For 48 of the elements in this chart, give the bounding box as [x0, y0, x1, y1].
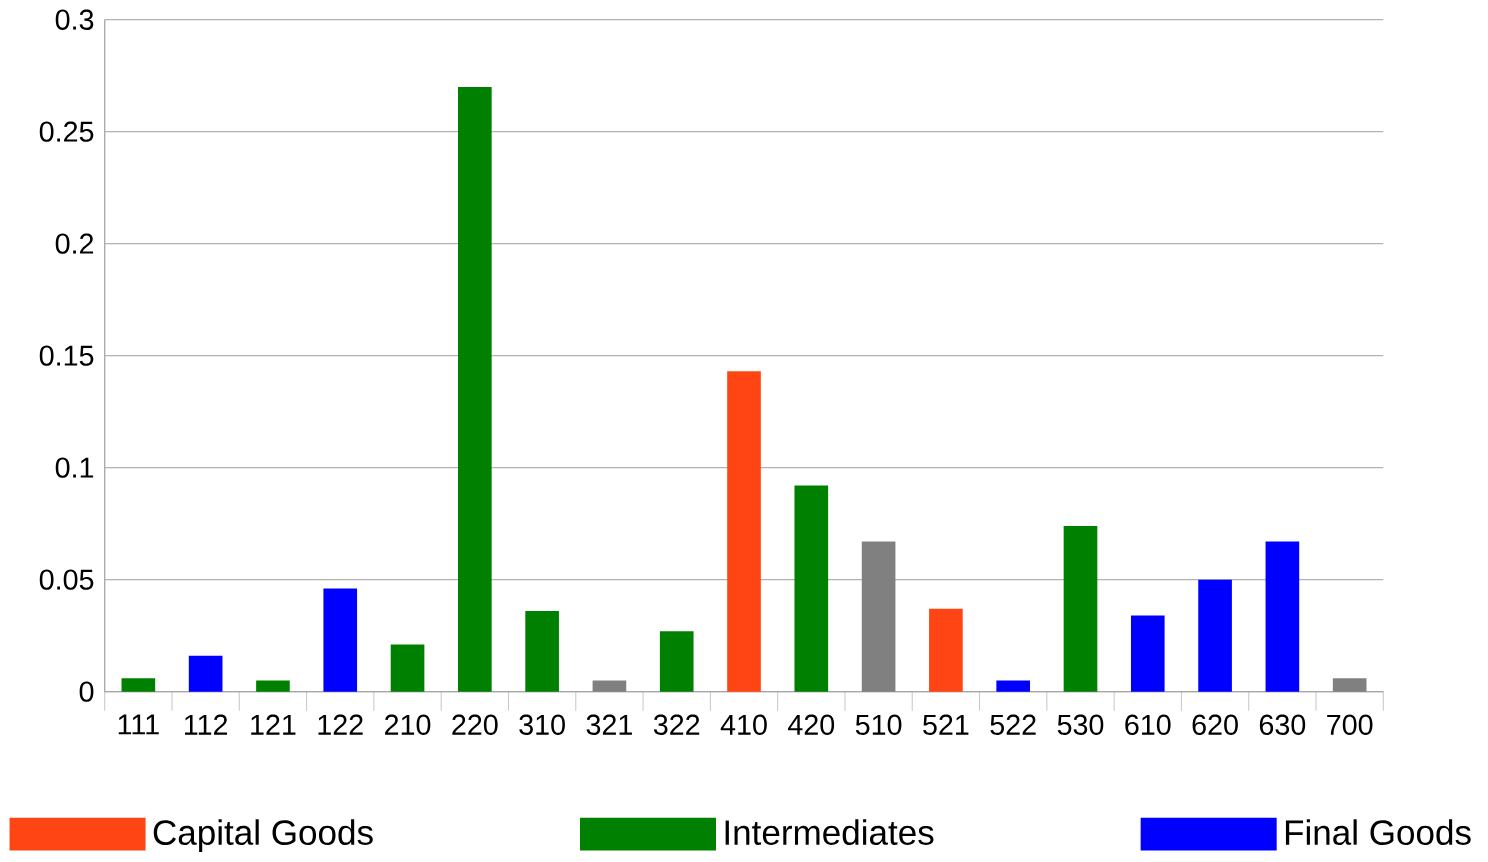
bar: [525, 611, 559, 692]
bar: [256, 680, 290, 692]
bar: [188, 655, 223, 692]
x-tick-label: 522: [990, 714, 1036, 736]
x-tick-label: 630: [1259, 714, 1306, 736]
bar: [458, 87, 492, 692]
x-tick-label: 410: [720, 714, 767, 736]
bar: [794, 485, 829, 692]
bar: [727, 371, 761, 692]
bar: [592, 680, 627, 692]
bar: [1063, 526, 1098, 692]
x-tick-label: 321: [586, 714, 632, 736]
x-tick-label: 112: [184, 714, 228, 735]
y-tick-label: 0: [79, 681, 94, 702]
bar: [1130, 615, 1165, 692]
x-tick-label: 521: [923, 714, 969, 736]
x-tick-label: 322: [653, 714, 700, 736]
legend-label: Capital Goods: [153, 819, 373, 853]
bar: [323, 588, 358, 692]
x-tick-label: 310: [519, 714, 565, 736]
y-tick-label: 0.05: [39, 569, 94, 590]
x-tick-label: 620: [1192, 714, 1238, 736]
bar: [390, 644, 425, 692]
x-tick-label: 700: [1327, 714, 1373, 736]
x-tick-label: 220: [452, 714, 498, 736]
legend-label: Final Goods: [1285, 819, 1471, 846]
bar: [659, 631, 694, 692]
x-tick-label: 111: [118, 714, 159, 735]
bar: [1265, 541, 1300, 692]
x-tick-label: 210: [385, 714, 431, 736]
legend-label: Intermediates: [725, 819, 934, 846]
x-tick-label: 420: [788, 714, 835, 736]
x-tick-label: 122: [318, 714, 363, 735]
bar: [929, 608, 963, 692]
x-tick-label: 610: [1125, 714, 1171, 736]
x-tick-label: 510: [855, 714, 902, 736]
y-tick-label: 0.1: [55, 457, 94, 478]
y-tick-label: 0.15: [39, 345, 94, 366]
bar: [861, 541, 896, 692]
y-tick-label: 0.3: [55, 9, 94, 31]
bar: [1332, 678, 1367, 692]
x-tick-label: 530: [1057, 714, 1104, 736]
y-tick-label: 0.25: [39, 121, 94, 143]
bar: [996, 680, 1031, 692]
bar: [121, 678, 156, 692]
bar: [1198, 579, 1232, 692]
y-tick-label: 0.2: [55, 233, 94, 254]
x-tick-label: 121: [251, 714, 296, 735]
